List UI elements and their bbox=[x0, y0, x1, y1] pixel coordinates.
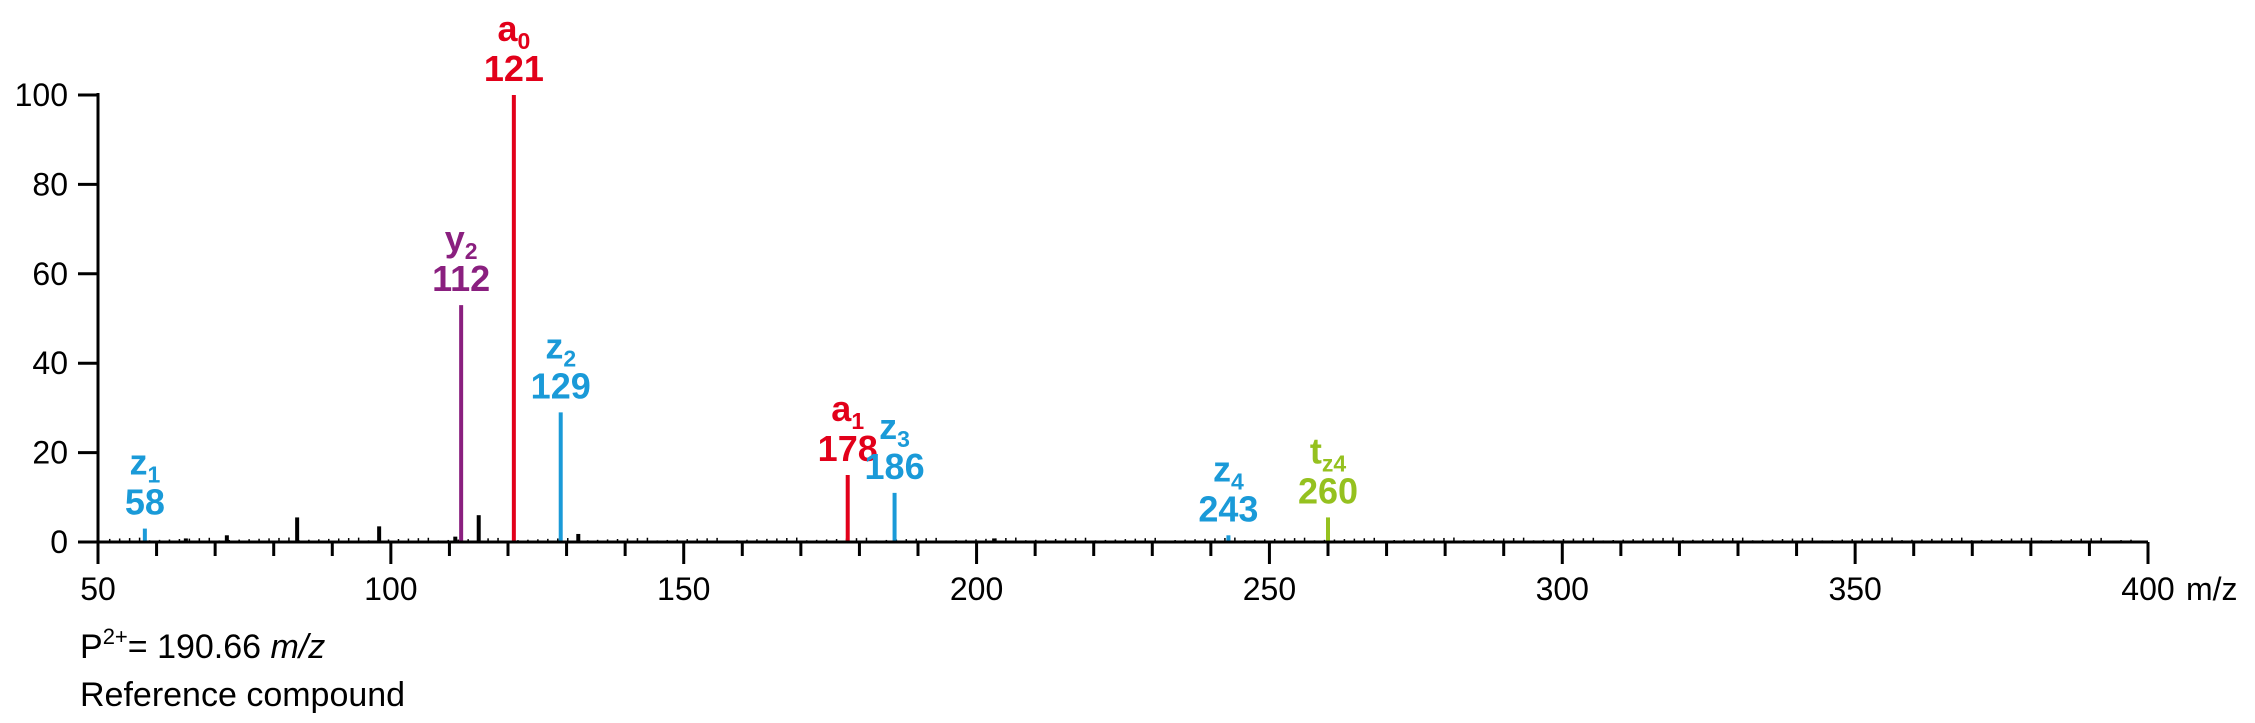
x-tick-label: 300 bbox=[1536, 571, 1589, 607]
precursor-prefix: P bbox=[80, 628, 103, 666]
compound-label: Reference compound bbox=[80, 676, 406, 714]
ion-label: a0 bbox=[497, 8, 530, 54]
ion-label: tz4 bbox=[1310, 430, 1347, 476]
x-tick-label: 100 bbox=[364, 571, 417, 607]
ion-label: z1 bbox=[129, 442, 160, 488]
ion-label: z2 bbox=[545, 325, 576, 371]
precursor-note: P2+= 190.66 m/z bbox=[80, 625, 326, 667]
ion-label: z3 bbox=[879, 406, 910, 452]
y-tick-label: 40 bbox=[32, 345, 68, 381]
peak-mz-label: 243 bbox=[1198, 488, 1258, 529]
x-tick-label: 350 bbox=[1828, 571, 1881, 607]
peak-mz-label: 260 bbox=[1298, 470, 1358, 511]
x-tick-label: 400 bbox=[2121, 571, 2174, 607]
x-tick-label: 250 bbox=[1243, 571, 1296, 607]
peak-series bbox=[142, 95, 1330, 542]
y-tick-label: 60 bbox=[32, 256, 68, 292]
ion-label: y2 bbox=[445, 218, 478, 264]
y-tick-label: 80 bbox=[32, 166, 68, 202]
x-tick-label: 50 bbox=[80, 571, 116, 607]
peak-mz-label: 121 bbox=[484, 48, 544, 89]
peak-mz-label: 186 bbox=[865, 446, 925, 487]
y-tick-label: 100 bbox=[15, 77, 68, 113]
ion-label: a1 bbox=[831, 388, 864, 434]
x-tick-label: 150 bbox=[657, 571, 710, 607]
precursor-unit: m/z bbox=[270, 628, 326, 666]
peak-mz-label: 112 bbox=[432, 258, 490, 299]
y-tick-label: 20 bbox=[32, 435, 68, 471]
ion-label: z4 bbox=[1213, 448, 1244, 494]
x-tick-label: 200 bbox=[950, 571, 1003, 607]
peak-mz-label: 129 bbox=[531, 365, 591, 406]
x-axis-label: m/z bbox=[2186, 571, 2238, 607]
axes: 50 100 150 200 250 300 350 400 m/z 0 20 40 60 80 100 bbox=[15, 77, 2238, 607]
precursor-charge: 2+ bbox=[102, 623, 128, 649]
precursor-value: = 190.66 bbox=[127, 628, 271, 666]
peak-mz-label: 58 bbox=[125, 482, 165, 523]
y-tick-label: 0 bbox=[50, 524, 68, 560]
peak-mz-label: 178 bbox=[818, 428, 878, 469]
